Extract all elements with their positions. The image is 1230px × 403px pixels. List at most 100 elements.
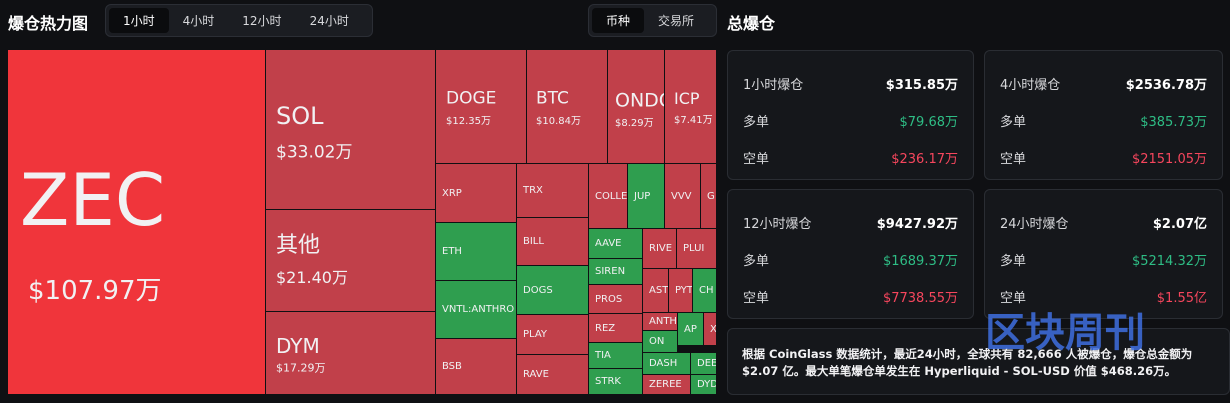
tile-label: ETH bbox=[442, 246, 462, 257]
tile[interactable]: VNTL:ANTHRO bbox=[436, 281, 516, 338]
tile[interactable]: TRX bbox=[517, 164, 588, 217]
card-title: 24小时爆仓 bbox=[1000, 217, 1069, 232]
time-tab[interactable]: 24小时 bbox=[309, 14, 349, 28]
tile-label: G bbox=[707, 190, 715, 202]
tile-label: REZ bbox=[595, 322, 616, 334]
tile[interactable]: BILL bbox=[517, 218, 588, 265]
tile-label: AAVE bbox=[595, 238, 622, 249]
tile[interactable]: SOL $33.02万 bbox=[266, 50, 435, 209]
tile[interactable]: BSB bbox=[436, 339, 516, 394]
tile-value: $10.84万 bbox=[536, 116, 581, 127]
tile[interactable]: DASH bbox=[643, 353, 690, 374]
row-value: $236.17万 bbox=[891, 152, 958, 167]
row-label: 空单 bbox=[743, 291, 770, 306]
tile[interactable]: AST bbox=[643, 269, 668, 312]
tile[interactable]: DEEP bbox=[691, 353, 716, 374]
group-tab[interactable]: 交易所 bbox=[658, 14, 695, 28]
tile-label: ON bbox=[649, 336, 665, 347]
tile-label: VNTL:ANTHRO bbox=[442, 304, 515, 315]
tile-label: DASH bbox=[649, 358, 678, 369]
tile-value: $33.02万 bbox=[276, 142, 353, 163]
tile[interactable]: RIVE bbox=[643, 229, 676, 268]
card-row: 空单 $7738.55万 bbox=[743, 287, 958, 306]
tile[interactable]: CH bbox=[693, 269, 716, 312]
card-row: 空单 $236.17万 bbox=[743, 148, 958, 167]
tile-label: PLAY bbox=[523, 329, 548, 340]
tile[interactable]: DYDX bbox=[691, 375, 716, 394]
tile-label: AST bbox=[649, 285, 668, 296]
row-value: $5214.32万 bbox=[1131, 254, 1207, 269]
tile[interactable]: 其他 $21.40万 bbox=[266, 210, 435, 311]
tile[interactable]: PLAY bbox=[517, 315, 588, 354]
time-tabs: 1小时 4小时 12小时 24小时 bbox=[105, 4, 373, 37]
card-row: 多单 $1689.37万 bbox=[743, 250, 958, 269]
row-label: 空单 bbox=[743, 152, 770, 167]
row-label: 多单 bbox=[1000, 115, 1027, 130]
tile-value: $12.35万 bbox=[446, 116, 491, 127]
row-label: 多单 bbox=[743, 254, 770, 269]
tile-label: JUP bbox=[634, 190, 651, 202]
tile-label: ZEREE bbox=[649, 379, 682, 390]
tile[interactable]: DYM $17.29万 bbox=[266, 312, 435, 394]
card-title: 1小时爆仓 bbox=[743, 78, 804, 93]
time-tab[interactable]: 4小时 bbox=[182, 14, 215, 28]
card-row: 空单 $2151.05万 bbox=[1000, 148, 1207, 167]
tile[interactable]: XRP bbox=[436, 164, 516, 222]
tile[interactable]: ZEC $107.97万 bbox=[8, 50, 265, 394]
tile[interactable]: ICP $7.41万 bbox=[665, 50, 716, 163]
tile-label: PROS bbox=[595, 293, 623, 305]
card-total: $315.85万 bbox=[885, 78, 958, 93]
tile[interactable]: SIREN bbox=[589, 259, 642, 284]
tile-label: PLUI bbox=[683, 243, 705, 254]
time-tab[interactable]: 12小时 bbox=[242, 14, 282, 28]
tile[interactable]: STRK bbox=[589, 369, 642, 394]
tile-label: DEEP bbox=[697, 358, 716, 369]
tile[interactable]: VVV bbox=[665, 164, 700, 228]
card-header: 24小时爆仓 $2.07亿 bbox=[1000, 213, 1207, 232]
tile[interactable]: PROS bbox=[589, 285, 642, 313]
card-title: 4小时爆仓 bbox=[1000, 78, 1061, 93]
time-tab[interactable]: 1小时 bbox=[109, 8, 169, 33]
tile-value: $17.29万 bbox=[276, 361, 326, 375]
row-value: $385.73万 bbox=[1140, 115, 1207, 130]
card-row: 多单 $5214.32万 bbox=[1000, 250, 1207, 269]
stat-card: 4小时爆仓 $2536.78万多单 $385.73万空单 $2151.05万 bbox=[984, 50, 1223, 180]
tile[interactable]: PYT bbox=[669, 269, 692, 312]
tile[interactable]: DOGE $12.35万 bbox=[436, 50, 526, 163]
tile[interactable]: ON bbox=[643, 331, 677, 352]
row-value: $1.55亿 bbox=[1156, 291, 1207, 306]
tile-label: DYM bbox=[276, 334, 320, 358]
tile[interactable]: PLUI bbox=[677, 229, 716, 268]
tile[interactable]: AP bbox=[678, 313, 703, 345]
tile-label: SIREN bbox=[595, 266, 626, 277]
treemap: ZEC $107.97万 SOL $33.02万其他 $21.40万 DYM $17.29万… bbox=[0, 0, 716, 394]
tile[interactable]: AAVE bbox=[589, 229, 642, 258]
tile-label: DYDX bbox=[697, 379, 716, 390]
tile[interactable]: JUP bbox=[628, 164, 664, 228]
tile[interactable]: ZEREE bbox=[643, 375, 690, 394]
card-header: 4小时爆仓 $2536.78万 bbox=[1000, 74, 1207, 93]
tile[interactable]: BTC $10.84万 bbox=[527, 50, 607, 163]
card-header: 1小时爆仓 $315.85万 bbox=[743, 74, 958, 93]
tile-label: TRX bbox=[523, 185, 543, 196]
tile-label: SOL bbox=[276, 102, 324, 130]
tile[interactable]: ONDO $8.29万 bbox=[608, 50, 664, 163]
row-label: 多单 bbox=[1000, 254, 1027, 269]
tile-label: AP bbox=[684, 323, 697, 335]
tile[interactable]: X bbox=[704, 313, 716, 345]
tile[interactable]: ANTHI bbox=[643, 313, 677, 330]
row-value: $2151.05万 bbox=[1131, 152, 1207, 167]
tile-label: RIVE bbox=[649, 243, 673, 254]
tile-label: X bbox=[710, 323, 716, 335]
tile[interactable]: RAVE bbox=[517, 355, 588, 394]
row-value: $7738.55万 bbox=[882, 291, 958, 306]
tile[interactable]: DOGS bbox=[517, 266, 588, 314]
tile[interactable]: ETH bbox=[436, 223, 516, 280]
tile[interactable]: G bbox=[701, 164, 716, 228]
tile[interactable]: COLLE bbox=[589, 164, 627, 228]
row-value: $79.68万 bbox=[899, 115, 959, 130]
tile[interactable]: REZ bbox=[589, 314, 642, 342]
card-row: 多单 $79.68万 bbox=[743, 111, 958, 130]
tile[interactable]: TIA bbox=[589, 343, 642, 368]
group-tab[interactable]: 币种 bbox=[592, 8, 645, 33]
